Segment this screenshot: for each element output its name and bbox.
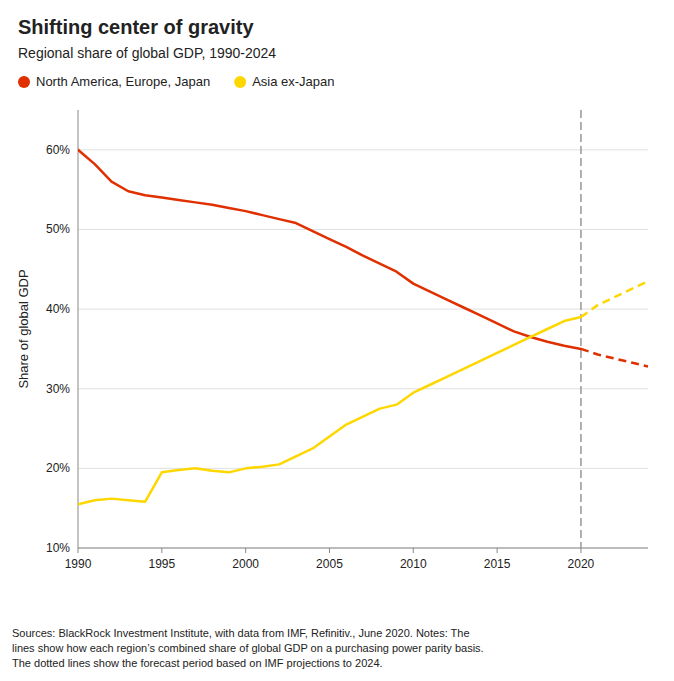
x-tick — [413, 548, 414, 553]
grid-line — [78, 149, 648, 150]
chart-container: Shifting center of gravity Regional share… — [0, 0, 674, 681]
grid-line — [78, 388, 648, 389]
title: Shifting center of gravity — [18, 16, 254, 38]
x-tick-label: 1990 — [65, 557, 92, 571]
legend-label: Asia ex-Japan — [252, 74, 334, 89]
forecast-line — [580, 110, 582, 548]
y-axis: 10% 20% 30% 40% 50% 60% — [46, 110, 78, 555]
grid-line — [78, 548, 648, 549]
footnote-line: Sources: BlackRock Investment Institute,… — [12, 627, 470, 639]
subtitle: Regional share of global GDP, 1990-2024 — [18, 45, 276, 61]
grid-line — [78, 229, 648, 230]
x-tick — [245, 548, 246, 553]
x-axis: 1990 1995 2000 2005 2010 2015 2020 — [65, 548, 648, 571]
footnote-line: lines show how each region’s combined sh… — [12, 642, 484, 654]
x-tick-label: 2020 — [568, 557, 595, 571]
legend-label: North America, Europe, Japan — [36, 74, 210, 89]
legend-marker — [18, 76, 30, 88]
y-axis-label: Share of global GDP — [16, 269, 31, 388]
chart-svg: Shifting center of gravity Regional share… — [0, 0, 674, 681]
y-tick-label: 30% — [46, 382, 70, 396]
legend: North America, Europe, Japan Asia ex-Japa… — [18, 74, 335, 89]
y-tick-label: 40% — [46, 302, 70, 316]
y-tick-label: 60% — [46, 143, 70, 157]
y-tick-label: 20% — [46, 461, 70, 475]
footnote-line: The dotted lines show the forecast perio… — [12, 657, 383, 669]
grid-line — [78, 309, 648, 310]
grid-line — [78, 468, 648, 469]
x-tick-label: 2015 — [484, 557, 511, 571]
x-axis-line — [78, 548, 648, 549]
x-tick — [161, 548, 162, 553]
x-tick-label: 1995 — [148, 557, 175, 571]
x-tick-label: 2000 — [232, 557, 259, 571]
x-tick — [497, 548, 498, 553]
x-tick — [580, 548, 581, 553]
y-tick-label: 50% — [46, 222, 70, 236]
series-line — [581, 349, 648, 367]
grid — [78, 150, 648, 548]
legend-marker — [234, 76, 246, 88]
y-axis-line — [78, 110, 79, 548]
x-tick-label: 2010 — [400, 557, 427, 571]
footnote: Sources: BlackRock Investment Institute,… — [12, 627, 484, 669]
x-tick — [329, 548, 330, 553]
plot-area — [78, 110, 648, 548]
y-tick-label: 10% — [46, 541, 70, 555]
series-line — [581, 281, 648, 317]
x-tick — [78, 548, 79, 553]
x-tick-label: 2005 — [316, 557, 343, 571]
series-line — [78, 150, 581, 349]
series-line — [78, 317, 581, 504]
